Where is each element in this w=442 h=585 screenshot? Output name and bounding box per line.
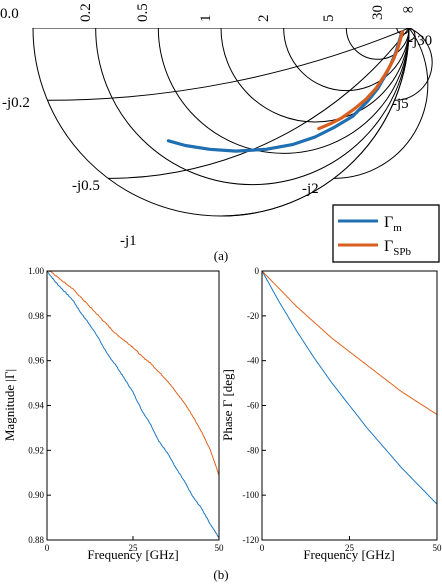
magnitude-ytick-label-2: 0.92 (28, 445, 44, 455)
magnitude-ticks: 0 25 50 0.88 0.90 0.92 0.94 0.96 0.98 1.00 (28, 266, 224, 553)
legend-label-gamma-m: Γm (384, 214, 402, 234)
legend-box (332, 204, 440, 263)
resistance-label-2: 0.5 (135, 3, 151, 22)
phase-xlabel: Frequency [GHz] (303, 547, 394, 562)
reactance-arc-5 (394, 28, 433, 101)
resistance-label-5: 5 (321, 15, 337, 23)
smith-series-1 (317, 30, 404, 131)
resistance-label-4: 2 (256, 15, 272, 23)
caption-a: (a) (214, 248, 228, 263)
phase-ytick-label-2: -80 (247, 445, 259, 455)
phase-series (262, 271, 437, 505)
magnitude-series (47, 271, 219, 539)
phase-ytick-label-5: -20 (247, 311, 259, 321)
magnitude-ytick-label-0: 0.88 (28, 535, 44, 545)
magnitude-series-1 (47, 271, 219, 476)
phase-xtick-label-1: 25 (345, 543, 355, 553)
magnitude-ytick-label-3: 0.94 (28, 401, 44, 411)
reactance-arc-2 (333, 28, 429, 179)
resistance-label-7: ∞ (403, 2, 414, 18)
reactance-arc-0.5 (108, 28, 410, 179)
resistance-label-6: 30 (370, 5, 386, 20)
phase-ticks: 0 25 50 -120 -100 -80 -60 -40 -20 0 (243, 266, 442, 553)
magnitude-xlabel: Frequency [GHz] (87, 547, 178, 562)
smith-series (166, 30, 404, 153)
resistance-circle-0.5 (157, 28, 410, 154)
phase-xtick-label-2: 50 (433, 543, 442, 553)
phase-series-0 (262, 271, 437, 505)
smith-series-0 (166, 31, 404, 153)
smith-grid (32, 28, 433, 217)
magnitude-xtick-label-2: 50 (215, 543, 225, 553)
magnitude-ytick-label-1: 0.90 (28, 490, 44, 500)
reactance-label-2: -j1 (120, 233, 137, 249)
reactance-label-3: -j2 (302, 181, 319, 197)
phase-ytick-label-4: -40 (247, 356, 259, 366)
reactance-arc-1 (220, 28, 410, 217)
resistance-circle-5 (345, 28, 410, 60)
resistance-circle-2 (283, 28, 410, 92)
smith-chart: 0.0 0.2 0.5 1 2 5 30 ∞ -j0.2 -j0.5 -j1 -j2 -j5 -j30 (0, 2, 433, 249)
caption-b: (b) (213, 567, 228, 582)
magnitude-series-0 (47, 271, 219, 539)
reactance-arc-30 (408, 28, 416, 42)
magnitude-plot: 0 25 50 0.88 0.90 0.92 0.94 0.96 0.98 1.00 Freque… (2, 266, 224, 562)
smith-labels: 0.0 0.2 0.5 1 2 5 30 ∞ -j0.2 -j0.5 -j1 -j2 -j5 -j30 (0, 2, 432, 249)
magnitude-axes-frame (46, 270, 220, 541)
resistance-circle-1 (220, 28, 410, 123)
phase-xtick-label-0: 0 (260, 543, 265, 553)
resistance-label-1: 0.2 (78, 3, 94, 22)
reactance-label-5: -j30 (408, 33, 432, 49)
phase-ytick-label-1: -100 (243, 490, 260, 500)
resistance-label-0: 0.0 (0, 6, 19, 22)
phase-ytick-label-6: 0 (255, 266, 260, 276)
legend-label-gamma-spb: ΓSPb (384, 238, 411, 258)
magnitude-xtick-label-0: 0 (45, 543, 50, 553)
reactance-label-0: -j0.2 (2, 95, 30, 111)
legend: Γm ΓSPb (332, 204, 440, 263)
magnitude-ytick-label-5: 0.98 (28, 311, 44, 321)
magnitude-ytick-label-4: 0.96 (28, 356, 44, 366)
phase-ytick-label-0: -120 (243, 535, 260, 545)
magnitude-xtick-label-1: 25 (129, 543, 139, 553)
magnitude-ytick-label-6: 1.00 (28, 266, 44, 276)
phase-ylabel: Phase Γ [deg] (220, 369, 235, 441)
reactance-label-4: -j5 (392, 96, 409, 112)
reactance-label-1: -j0.5 (72, 178, 100, 194)
resistance-label-3: 1 (198, 15, 214, 23)
reactance-arc-0.2 (47, 28, 410, 101)
phase-series-1 (262, 271, 437, 415)
phase-ytick-label-3: -60 (247, 401, 259, 411)
resistance-circle-0.2 (95, 28, 410, 185)
magnitude-ylabel: Magnitude |Γ| (2, 369, 17, 441)
phase-plot: 0 25 50 -120 -100 -80 -60 -40 -20 0 Frequency [GH… (220, 266, 442, 562)
